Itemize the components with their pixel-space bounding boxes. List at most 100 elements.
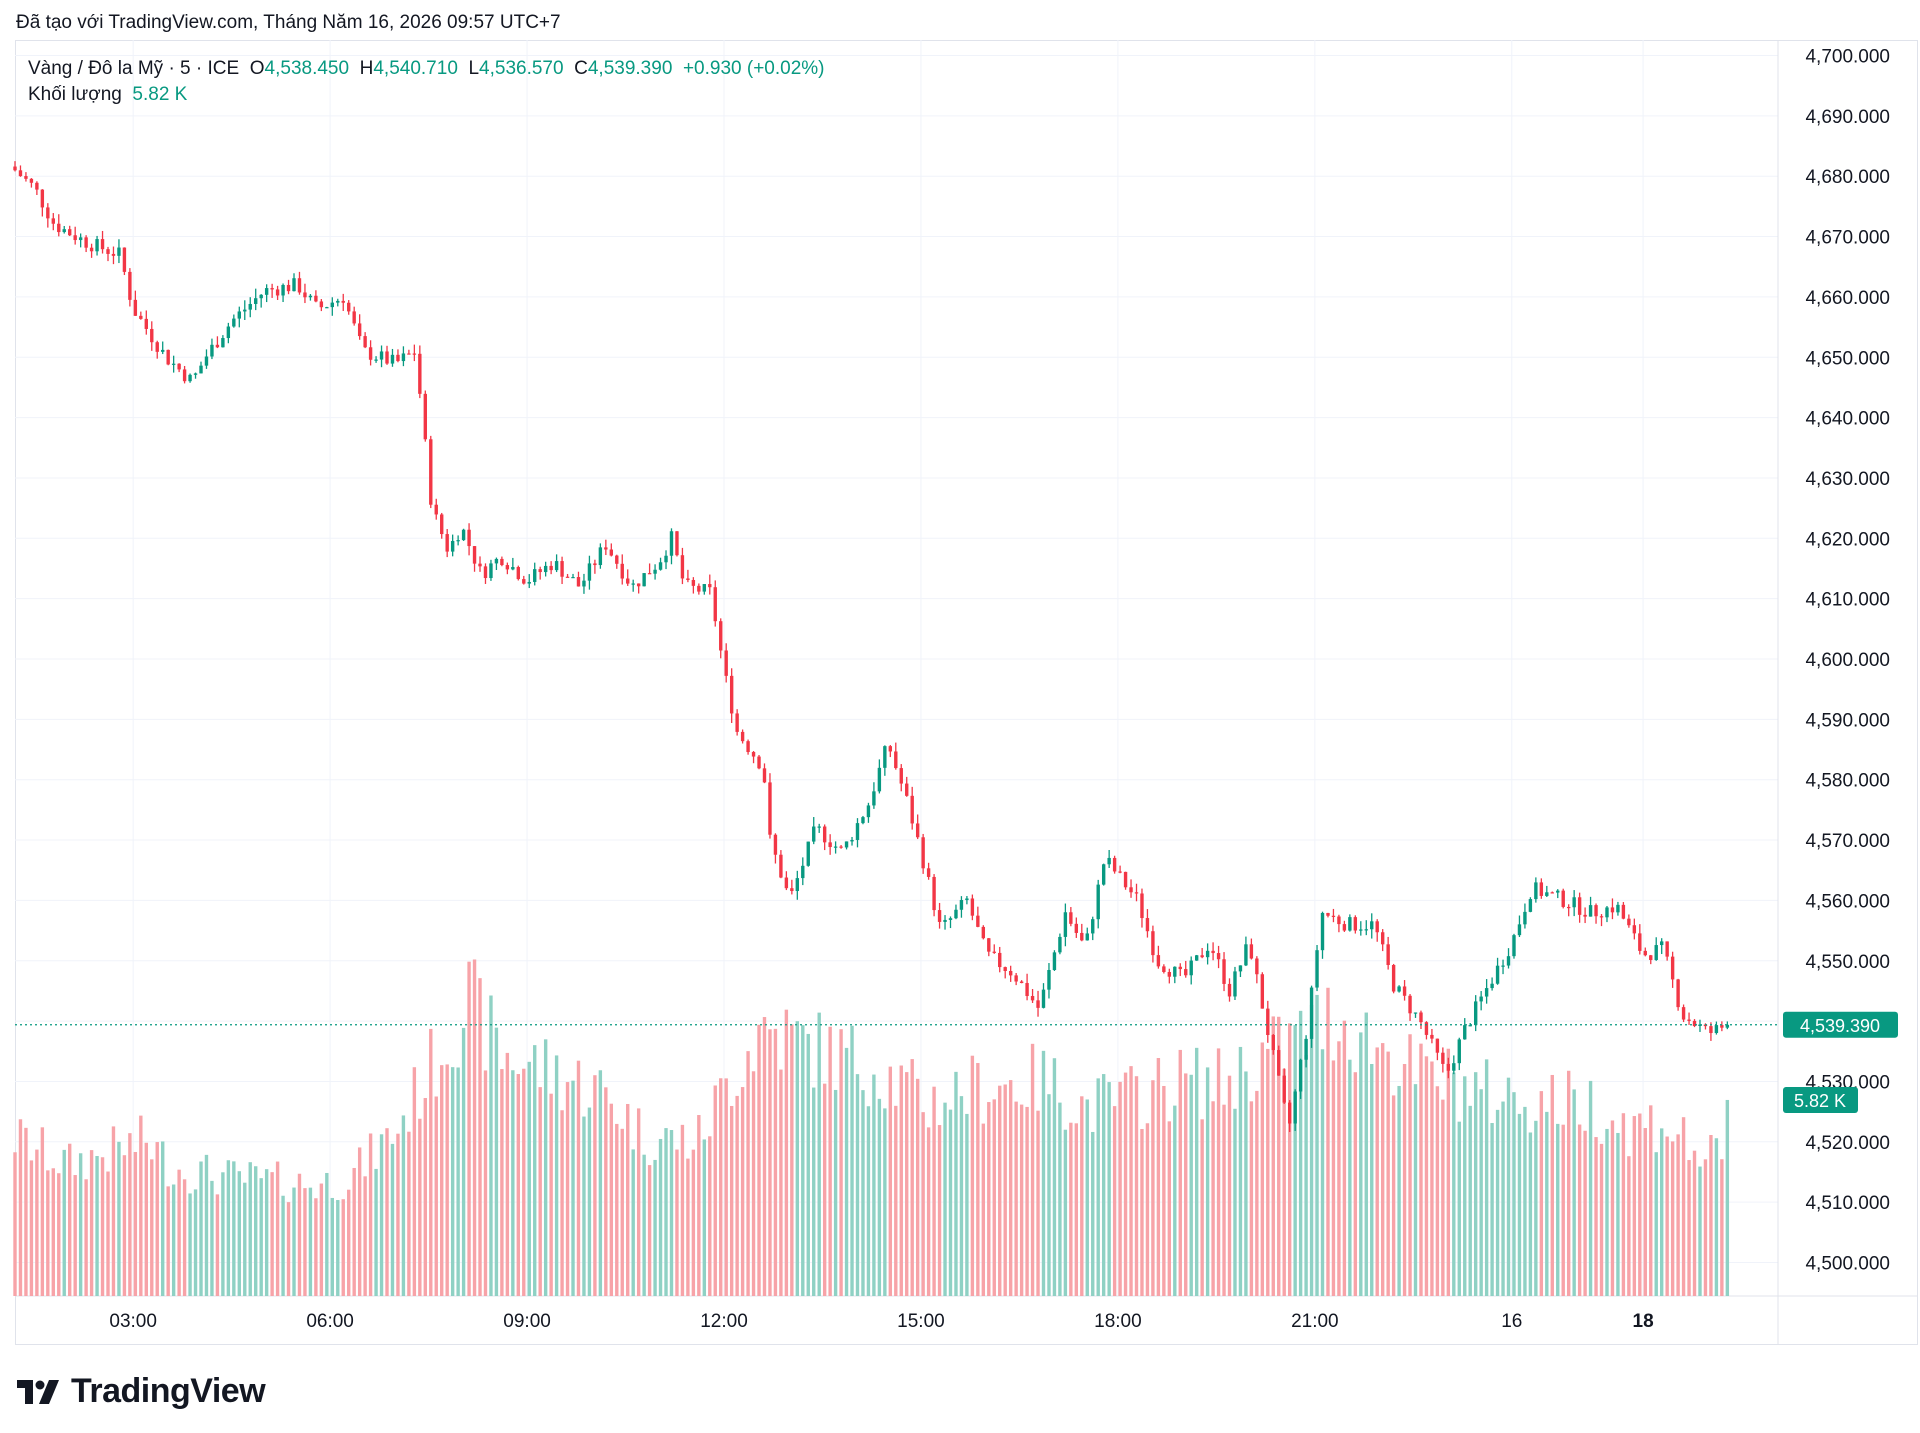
volume-bar bbox=[1140, 1129, 1144, 1296]
volume-bar bbox=[604, 1087, 608, 1296]
candle-body bbox=[166, 349, 170, 365]
volume-bar bbox=[1539, 1091, 1544, 1296]
volume-bar bbox=[1545, 1111, 1549, 1296]
volume-bar bbox=[1145, 1123, 1150, 1296]
volume-bar bbox=[587, 1107, 592, 1296]
volume-bar bbox=[1058, 1102, 1062, 1296]
candle-body bbox=[188, 374, 192, 382]
volume-bar bbox=[1085, 1099, 1089, 1296]
volume-bar bbox=[1561, 1124, 1565, 1296]
volume-bar bbox=[729, 1105, 734, 1296]
candle-body bbox=[1271, 1035, 1275, 1051]
candle-body bbox=[976, 915, 980, 927]
volume-bar bbox=[297, 1173, 302, 1296]
candle-body bbox=[959, 900, 964, 910]
volume-bar bbox=[533, 1045, 537, 1296]
candle-body bbox=[1654, 945, 1658, 960]
volume-bar bbox=[1506, 1077, 1511, 1296]
candle-body bbox=[686, 578, 690, 580]
candle-body bbox=[1698, 1024, 1702, 1027]
volume-bar bbox=[319, 1183, 324, 1296]
volume-bar bbox=[111, 1126, 116, 1296]
candle-body bbox=[1610, 907, 1615, 913]
candle-body bbox=[494, 558, 499, 564]
candle-body bbox=[1233, 971, 1237, 997]
volume-bar bbox=[943, 1102, 947, 1296]
volume-bar bbox=[571, 1080, 575, 1296]
volume-bar bbox=[1670, 1141, 1675, 1296]
volume-bar bbox=[1424, 1056, 1429, 1296]
volume-bar bbox=[653, 1159, 657, 1296]
candle-body bbox=[702, 584, 707, 592]
open-label: O bbox=[249, 58, 265, 79]
volume-bar bbox=[1320, 1049, 1325, 1296]
candle-body bbox=[1605, 907, 1609, 918]
candle-body bbox=[51, 218, 55, 224]
volume-bar bbox=[965, 1113, 969, 1296]
volume-bar bbox=[505, 1052, 510, 1296]
volume-bar bbox=[1118, 1081, 1122, 1296]
volume-bar bbox=[1287, 1023, 1292, 1296]
volume-bar bbox=[1244, 1071, 1248, 1296]
volume-bar bbox=[1255, 1090, 1259, 1296]
candle-body bbox=[1725, 1024, 1730, 1028]
tradingview-logo[interactable]: TradingView bbox=[17, 1372, 266, 1411]
volume-bar bbox=[286, 1202, 291, 1296]
volume-bar bbox=[1643, 1127, 1647, 1296]
y-tick-label: 4,560.000 bbox=[1805, 891, 1890, 912]
volume-bar bbox=[762, 1017, 767, 1296]
volume-bar bbox=[1610, 1120, 1615, 1296]
candle-body bbox=[1074, 923, 1079, 933]
volume-bar bbox=[150, 1159, 154, 1296]
candle-body bbox=[1583, 914, 1587, 917]
candle-body bbox=[1096, 884, 1100, 920]
volume-bar bbox=[1490, 1123, 1494, 1296]
candle-body bbox=[1528, 899, 1533, 912]
volume-bar bbox=[275, 1161, 280, 1296]
candle-body bbox=[221, 338, 225, 348]
candle-body bbox=[795, 878, 800, 892]
candle-body bbox=[1315, 950, 1319, 988]
volume-bar bbox=[1359, 1032, 1363, 1296]
volume-bar bbox=[171, 1184, 176, 1296]
volume-bar bbox=[204, 1154, 209, 1296]
volume-bar bbox=[1162, 1085, 1166, 1296]
volume-bar bbox=[719, 1078, 723, 1296]
candle-body bbox=[609, 549, 614, 556]
candle-body bbox=[248, 303, 252, 310]
candle-body bbox=[1649, 955, 1653, 960]
volume-bar bbox=[13, 1152, 17, 1296]
candle-body bbox=[483, 566, 488, 579]
candle-body bbox=[926, 868, 931, 877]
candle-body bbox=[40, 189, 45, 208]
candle-body bbox=[1069, 912, 1073, 924]
volume-bar bbox=[1413, 1084, 1418, 1296]
high-value: 4,540.710 bbox=[373, 58, 458, 79]
candle-body bbox=[325, 307, 329, 309]
candle-body bbox=[713, 587, 717, 622]
y-tick-label: 4,590.000 bbox=[1805, 710, 1890, 731]
candle-body bbox=[1391, 964, 1396, 992]
volume-bar bbox=[915, 1078, 920, 1296]
volume-bar bbox=[883, 1108, 887, 1296]
candle-body bbox=[527, 581, 531, 584]
volume-bar bbox=[615, 1123, 619, 1296]
volume-bar bbox=[877, 1098, 882, 1296]
candle-body bbox=[1441, 1052, 1445, 1064]
candle-body bbox=[46, 207, 50, 219]
candle-body bbox=[768, 782, 772, 835]
candle-body bbox=[111, 253, 116, 256]
volume-bar bbox=[861, 1090, 865, 1296]
candle-body bbox=[1364, 929, 1368, 931]
volume-bar bbox=[73, 1175, 77, 1296]
candle-body bbox=[1556, 890, 1560, 893]
candle-body bbox=[363, 336, 367, 348]
volume-bar bbox=[1298, 1010, 1303, 1296]
candle-body bbox=[319, 301, 324, 308]
volume-bar bbox=[1107, 1082, 1111, 1296]
volume-bar bbox=[1621, 1113, 1626, 1296]
y-tick-label: 4,600.000 bbox=[1805, 650, 1890, 671]
volume-bar bbox=[1222, 1104, 1226, 1296]
volume-bar bbox=[680, 1124, 685, 1296]
